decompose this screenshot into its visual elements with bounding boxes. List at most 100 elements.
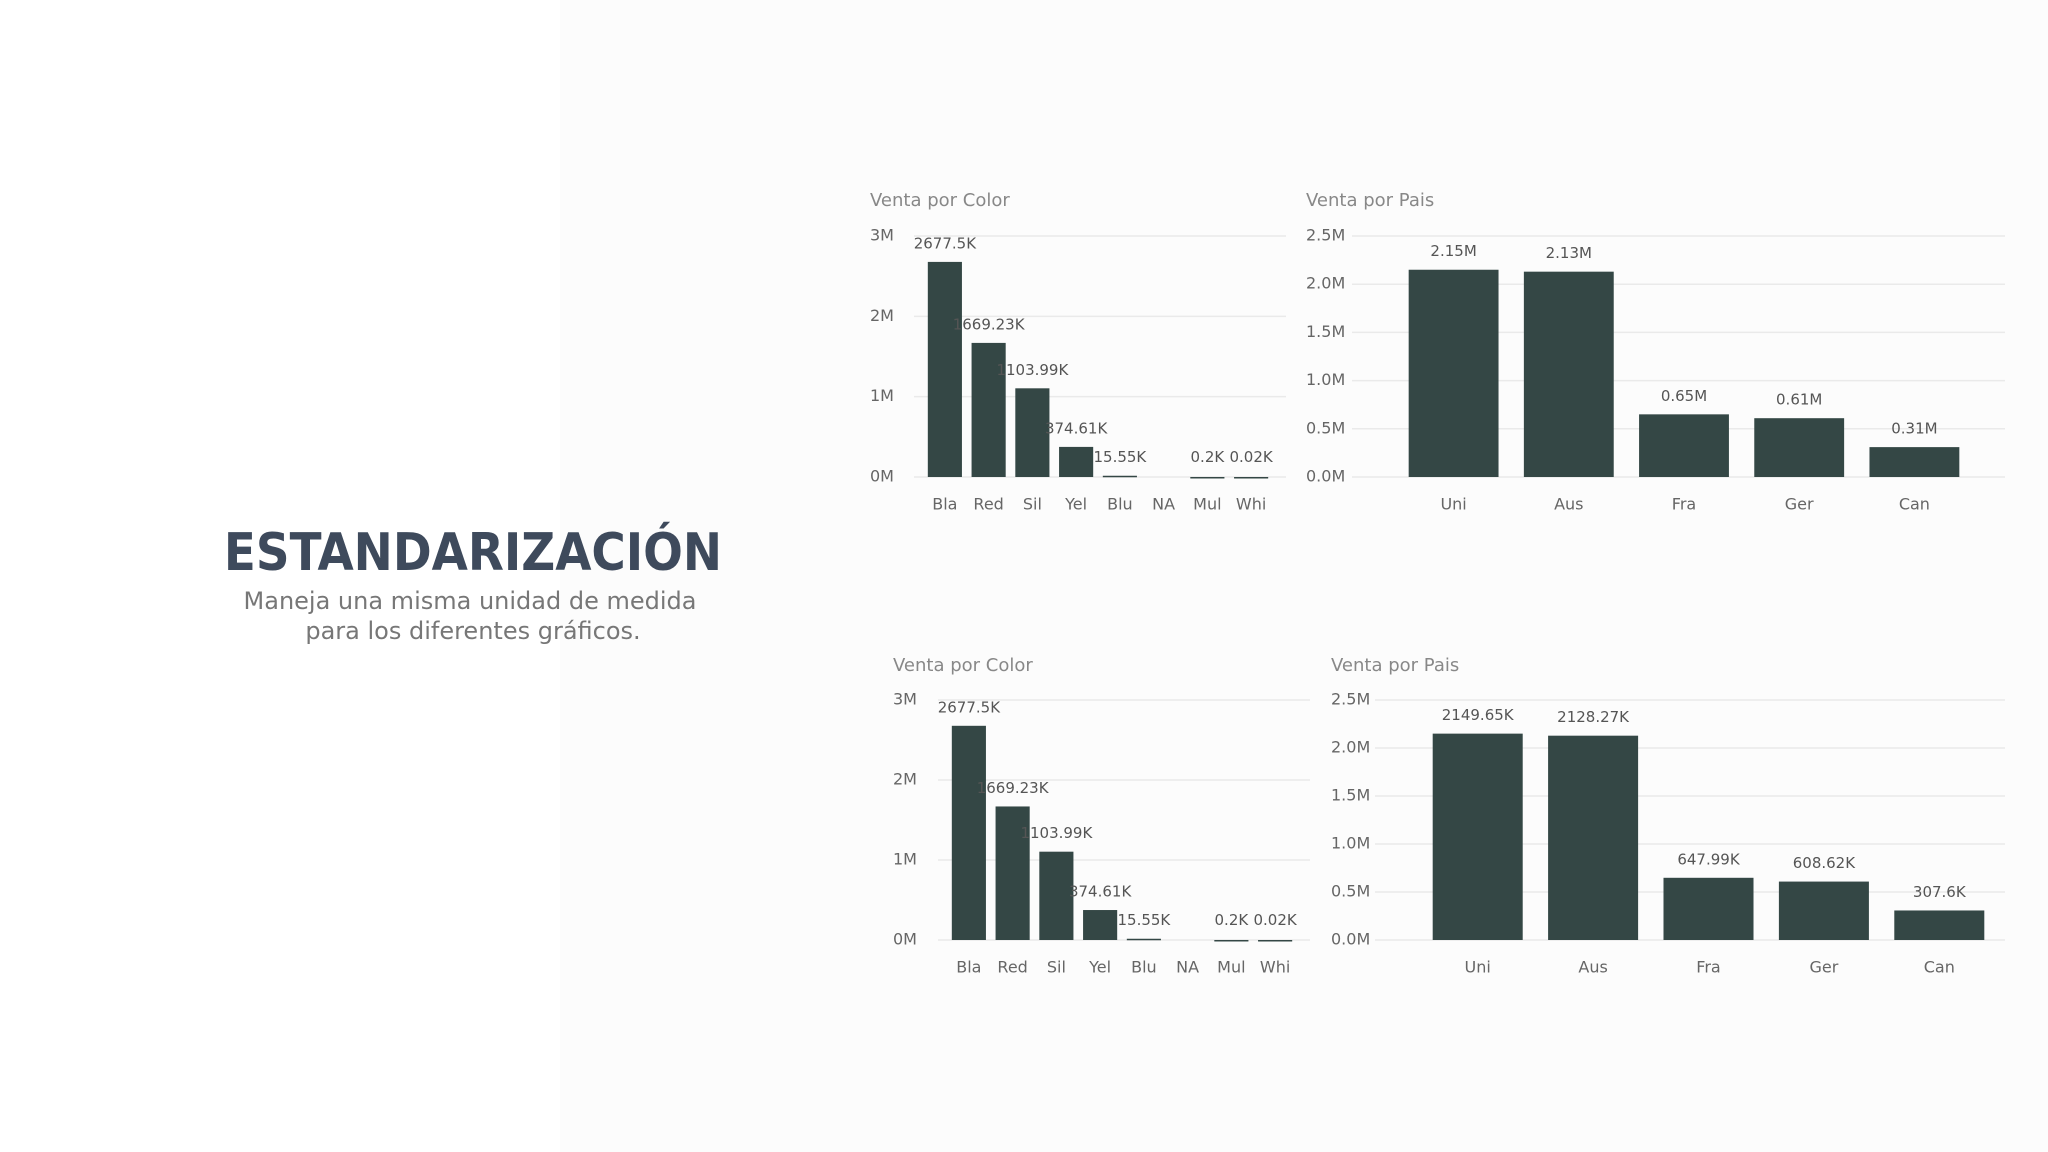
data-label: 0.02K — [1254, 911, 1298, 929]
bar — [1894, 910, 1985, 940]
y-tick-label: 2.5M — [1331, 690, 1370, 709]
x-tick-label: Fra — [1696, 958, 1720, 977]
data-label: 2677.5K — [914, 234, 977, 252]
data-label: 15.55K — [1093, 448, 1147, 466]
x-tick-label: Uni — [1440, 495, 1466, 514]
y-tick-label: 2.0M — [1331, 738, 1370, 757]
y-tick-label: 0.0M — [1331, 930, 1370, 949]
data-label: 15.55K — [1117, 911, 1171, 929]
y-tick-label: 0M — [870, 467, 894, 486]
y-tick-label: 0.0M — [1306, 467, 1345, 486]
data-label: 307.6K — [1913, 883, 1967, 901]
x-tick-label: Sil — [1023, 495, 1042, 514]
bar — [927, 261, 962, 477]
y-tick-label: 1.5M — [1306, 322, 1345, 341]
x-tick-label: Whi — [1260, 958, 1290, 977]
chart-title: Venta por Color — [870, 190, 1010, 211]
bar — [1548, 735, 1639, 940]
x-tick-label: Bla — [956, 958, 981, 977]
data-label: 2677.5K — [938, 698, 1001, 716]
x-tick-label: Uni — [1465, 958, 1491, 977]
background-panel — [560, 0, 2048, 1152]
bar — [1126, 938, 1161, 941]
y-tick-label: 3M — [893, 690, 917, 709]
data-label: 0.2K — [1191, 448, 1226, 466]
x-tick-label: Red — [973, 495, 1003, 514]
x-tick-label: Mul — [1193, 495, 1221, 514]
y-tick-label: 2.0M — [1306, 274, 1345, 293]
x-tick-label: Blu — [1131, 958, 1157, 977]
x-tick-label: Can — [1899, 495, 1930, 514]
x-tick-label: Sil — [1047, 958, 1066, 977]
y-tick-label: 1.0M — [1331, 834, 1370, 853]
y-tick-label: 0.5M — [1331, 882, 1370, 901]
bar — [995, 806, 1030, 940]
x-tick-label: Ger — [1809, 958, 1838, 977]
bar — [1778, 881, 1869, 940]
x-tick-label: Ger — [1785, 495, 1814, 514]
slide-title: ESTANDARIZACIÓN — [224, 521, 722, 583]
bar — [1059, 446, 1094, 477]
data-label: 2149.65K — [1442, 706, 1515, 724]
y-tick-label: 1.0M — [1306, 370, 1345, 389]
chart-title: Venta por Pais — [1331, 655, 1459, 676]
x-tick-label: Can — [1924, 958, 1955, 977]
data-label: 608.62K — [1793, 854, 1856, 872]
data-label: 374.61K — [1045, 419, 1108, 437]
bar — [1258, 939, 1293, 942]
x-tick-label: NA — [1176, 958, 1199, 977]
x-tick-label: NA — [1152, 495, 1175, 514]
data-label: 1669.23K — [953, 315, 1026, 333]
bar — [1190, 476, 1225, 479]
y-tick-label: 2M — [870, 306, 894, 325]
x-tick-label: Red — [997, 958, 1027, 977]
y-tick-label: 0.5M — [1306, 418, 1345, 437]
data-label: 1103.99K — [996, 361, 1069, 379]
y-tick-label: 2.5M — [1306, 226, 1345, 245]
bar — [1015, 388, 1050, 477]
chart-title: Venta por Color — [893, 655, 1033, 676]
data-label: 647.99K — [1677, 850, 1740, 868]
bar — [1214, 939, 1249, 942]
x-tick-label: Fra — [1672, 495, 1696, 514]
data-label: 2.15M — [1430, 242, 1476, 260]
x-tick-label: Yel — [1064, 495, 1087, 514]
y-tick-label: 0M — [893, 930, 917, 949]
bar — [1408, 269, 1499, 477]
bar — [1663, 877, 1754, 940]
slide-subtitle: Maneja una misma unidad de medida — [244, 587, 697, 615]
bar — [1234, 476, 1269, 479]
y-tick-label: 1M — [893, 850, 917, 869]
bar — [1102, 475, 1137, 478]
slide-subtitle: para los diferentes gráficos. — [305, 617, 640, 645]
bar — [1869, 447, 1960, 477]
y-tick-label: 3M — [870, 226, 894, 245]
x-tick-label: Yel — [1088, 958, 1111, 977]
x-tick-label: Aus — [1554, 495, 1583, 514]
x-tick-label: Aus — [1578, 958, 1607, 977]
y-tick-label: 1.5M — [1331, 786, 1370, 805]
bar — [951, 725, 986, 940]
y-tick-label: 2M — [893, 770, 917, 789]
data-label: 0.2K — [1215, 911, 1250, 929]
bar — [1039, 851, 1074, 940]
bar — [1754, 418, 1845, 477]
data-label: 374.61K — [1069, 883, 1132, 901]
x-tick-label: Mul — [1217, 958, 1245, 977]
data-label: 2.13M — [1546, 244, 1592, 262]
data-label: 1669.23K — [977, 779, 1050, 797]
x-tick-label: Blu — [1107, 495, 1133, 514]
bar — [1523, 271, 1614, 477]
bar — [971, 342, 1006, 477]
data-label: 2128.27K — [1557, 708, 1630, 726]
bar — [1639, 414, 1729, 477]
data-label: 1103.99K — [1020, 824, 1093, 842]
data-label: 0.31M — [1891, 420, 1937, 438]
chart-title: Venta por Pais — [1306, 190, 1434, 211]
bar — [1432, 733, 1523, 940]
bar — [1083, 910, 1118, 940]
data-label: 0.02K — [1230, 448, 1274, 466]
data-label: 0.61M — [1776, 391, 1822, 409]
x-tick-label: Whi — [1236, 495, 1266, 514]
